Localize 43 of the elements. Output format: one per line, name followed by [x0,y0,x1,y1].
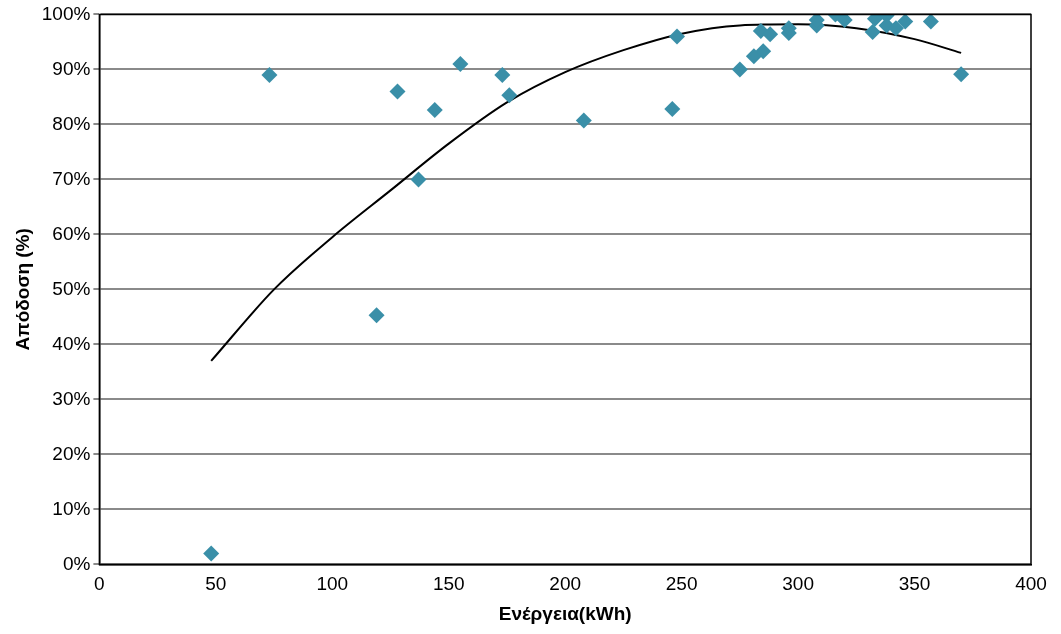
y-tick-label: 80% [52,112,91,134]
y-tick-label: 90% [52,57,91,79]
point [664,101,681,117]
y-tick-label: 10% [52,497,91,519]
point [922,14,939,30]
point [762,26,779,43]
point [731,61,748,78]
x-tick-label: 200 [549,573,582,595]
point [668,28,685,45]
y-axis-title: Απόδοση (%) [11,228,33,351]
point [897,14,914,30]
point [368,307,385,324]
point [426,102,443,119]
point [575,112,592,129]
y-tick-label: 40% [52,332,91,354]
point [261,66,278,83]
x-tick-label: 0 [94,573,105,595]
x-axis-title: Ενέργεια(kWh) [498,602,632,624]
point [494,66,511,83]
point [203,545,220,562]
y-tick-label: 60% [52,222,91,244]
x-tick-label: 150 [432,573,465,595]
point [755,43,772,60]
point [864,24,881,40]
point [745,48,762,65]
point [410,171,427,188]
y-tick-label: 20% [52,442,91,464]
y-tick-label: 30% [52,387,91,409]
y-tick-label: 50% [52,277,91,299]
y-tick-label: 70% [52,167,91,189]
x-tick-label: 250 [665,573,698,595]
point [836,14,853,28]
y-tick-label: 0% [62,552,91,574]
point [501,87,518,104]
x-tick-label: 350 [898,573,931,595]
x-tick-label: 400 [1015,573,1047,595]
x-tick-label: 50 [205,573,227,595]
y-tick-label: 100% [41,2,91,24]
point [452,55,469,72]
point [389,83,406,100]
point [953,66,970,83]
x-tick-label: 300 [782,573,814,595]
x-tick-label: 100 [316,573,349,595]
